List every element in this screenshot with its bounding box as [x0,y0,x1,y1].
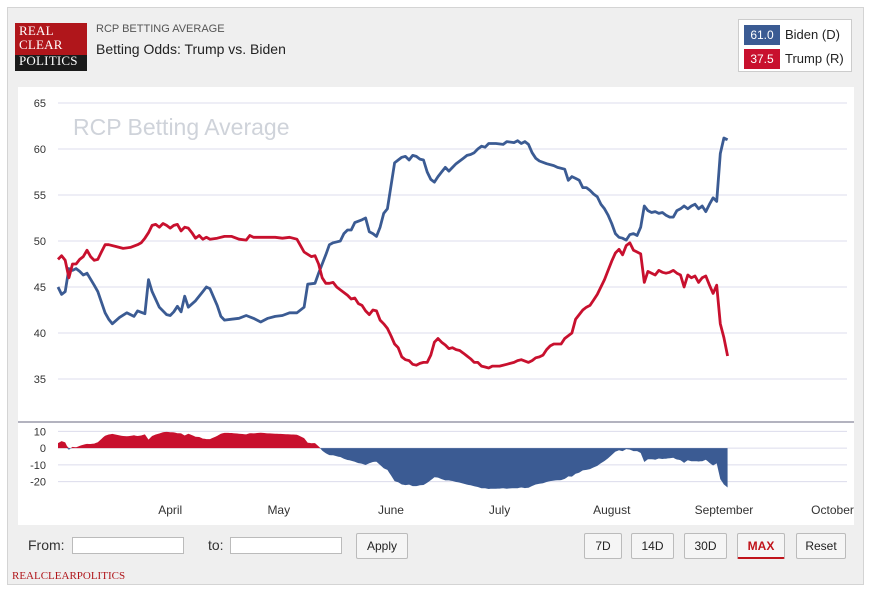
watermark-text: RCP Betting Average [73,114,290,140]
footer-brand: REALCLEARPOLITICS [12,570,126,582]
range-14d-button[interactable]: 14D [631,533,674,559]
spread-area-trump [58,431,728,449]
range-30d-button[interactable]: 30D [684,533,727,559]
chart-subtitle: RCP BETTING AVERAGE [96,23,225,35]
series-line-biden [56,136,729,326]
series-lines [56,136,729,370]
y-tick-label: 55 [34,190,46,202]
y-tick-label: 35 [34,374,46,386]
y-tick-label: 60 [34,144,46,156]
to-date-input[interactable] [230,537,342,554]
spread-area-biden [58,448,728,489]
logo-line-3: POLITICS [19,53,78,68]
plot-area: 35 40 45 50 55 60 65 10 0 -10 -20 RCP Betting Aver… [18,87,854,525]
legend-label-trump: Trump (R) [785,51,844,66]
spread-tick-label: -10 [30,460,46,472]
spread-panel [58,431,728,489]
y-tick-label: 40 [34,328,46,340]
chart-svg: 35 40 45 50 55 60 65 10 0 -10 -20 RCP Betting Aver… [18,98,854,517]
x-tick-label: September [695,503,754,517]
apply-button[interactable]: Apply [356,533,408,559]
to-label: to: [208,537,224,553]
legend-label-biden: Biden (D) [785,27,840,42]
legend: 61.0 Biden (D) 37.5 Trump (R) [738,19,852,72]
rcp-logo: REAL CLEAR POLITICS [15,23,87,71]
gridlines [58,102,847,483]
x-tick-label: October [811,503,854,517]
x-tick-label: July [489,503,510,517]
controls-bar: From: to: Apply 7D 14D 30D MAX Reset [18,527,854,565]
y-tick-label: 45 [34,282,46,294]
logo-line-1: REAL [19,23,54,38]
spread-tick-label: 0 [40,443,46,455]
x-tick-label: August [593,503,631,517]
from-date-input[interactable] [72,537,184,554]
x-tick-label: June [378,503,404,517]
from-label: From: [28,537,65,553]
spread-tick-label: -20 [30,477,46,489]
reset-button[interactable]: Reset [796,533,846,559]
y-axis: 35 40 45 50 55 60 65 10 0 -10 -20 [30,98,46,489]
y-tick-label: 50 [34,236,46,248]
x-axis: April May June July August September October [158,503,854,517]
chart-header [8,8,863,86]
series-line-trump [56,222,729,370]
y-tick-label: 65 [34,98,46,110]
range-max-button[interactable]: MAX [737,533,785,559]
logo-line-2: CLEAR [19,37,63,52]
x-tick-label: May [267,503,290,517]
legend-value-biden: 61.0 [744,25,780,45]
range-7d-button[interactable]: 7D [584,533,622,559]
chart-title: Betting Odds: Trump vs. Biden [96,41,286,57]
legend-value-trump: 37.5 [744,49,780,69]
spread-tick-label: 10 [34,426,46,438]
x-tick-label: April [158,503,182,517]
